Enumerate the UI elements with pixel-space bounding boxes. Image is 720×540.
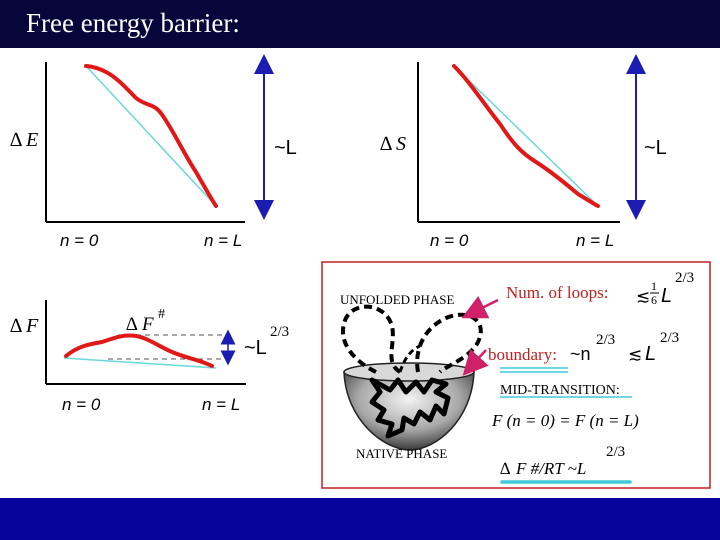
barrier-delta: ∆ <box>500 459 511 478</box>
barrier-peak-sup: # <box>158 307 165 322</box>
entropy-reference-line <box>453 65 599 207</box>
energy-y-label: E <box>25 129 38 151</box>
barrier-expr: F #/RT ~L <box>515 459 586 478</box>
slide-canvas: ∆ E ~L n = 0 n = L ∆ S ~L n = 0 n = L ∆ … <box>10 54 711 489</box>
boundary-label: boundary: <box>488 345 557 364</box>
boundary-sup: 2/3 <box>596 332 615 348</box>
native-chain <box>369 377 451 439</box>
mid-transition-box: UNFOLDED PHASE NATIVE PHASE Num. of loop… <box>321 261 711 489</box>
free-energy-delta-symbol: ∆ <box>10 315 22 337</box>
midtransition-label: MID-TRANSITION: <box>500 383 620 398</box>
entropy-x-end: n = L <box>576 231 614 250</box>
free-energy-panel: ∆ F ∆ F # ~L 2/3 n = 0 n = L <box>10 300 289 414</box>
footer-bar <box>0 498 720 540</box>
entropy-curve <box>452 64 600 208</box>
loops-frac-den: 6 <box>651 293 657 307</box>
loops-sup: 2/3 <box>675 270 694 286</box>
free-energy-x-start: n = 0 <box>62 395 101 414</box>
equality-expr: F (n = 0) = F (n = L) <box>491 411 639 430</box>
free-energy-x-end: n = L <box>202 395 240 414</box>
slide-title: Free energy barrier: <box>26 8 240 38</box>
entropy-panel: ∆ S ~L n = 0 n = L <box>380 54 667 250</box>
boundary-expr: ~n <box>570 344 591 364</box>
boundary-relation: ≲ <box>628 345 642 364</box>
boundary-pointer-arrow <box>462 348 489 376</box>
barrier-delta-symbol: ∆ <box>126 314 138 335</box>
barrier-scale-label: ~L <box>244 337 267 359</box>
barrier-peak-label: F <box>141 314 154 335</box>
energy-reference-line <box>85 65 217 207</box>
loops-frac-num: 1 <box>651 279 657 293</box>
unfolded-loop-mid <box>398 344 421 373</box>
energy-scale-label: ~L <box>274 137 297 159</box>
native-phase-label: NATIVE PHASE <box>356 446 447 461</box>
loops-L: L <box>661 285 672 307</box>
free-energy-reference-line <box>63 357 217 369</box>
entropy-scale-label: ~L <box>644 137 667 159</box>
unfolded-loop-left <box>340 304 402 374</box>
loops-relation: ≲ <box>636 287 650 306</box>
entropy-delta-symbol: ∆ <box>380 133 392 155</box>
loops-label: Num. of loops: <box>506 283 608 302</box>
energy-delta-symbol: ∆ <box>10 129 22 151</box>
loops-pointer-arrow <box>461 295 499 319</box>
boundary-L-sup: 2/3 <box>660 330 679 346</box>
unfolded-phase-label: UNFOLDED PHASE <box>340 292 455 307</box>
energy-curve <box>84 64 218 208</box>
boundary-L: L <box>645 343 656 365</box>
entropy-x-start: n = 0 <box>430 231 469 250</box>
native-phase-bowl <box>343 371 475 451</box>
entropy-y-label: S <box>396 133 406 155</box>
energy-panel: ∆ E ~L n = 0 n = L <box>10 54 297 250</box>
energy-x-end: n = L <box>204 231 242 250</box>
title-bar <box>0 0 720 48</box>
energy-x-start: n = 0 <box>60 231 99 250</box>
free-energy-y-label: F <box>25 315 39 337</box>
box-border <box>321 261 711 489</box>
barrier-sup: 2/3 <box>606 444 625 460</box>
barrier-scale-sup: 2/3 <box>270 324 289 340</box>
free-energy-curve <box>64 333 214 368</box>
